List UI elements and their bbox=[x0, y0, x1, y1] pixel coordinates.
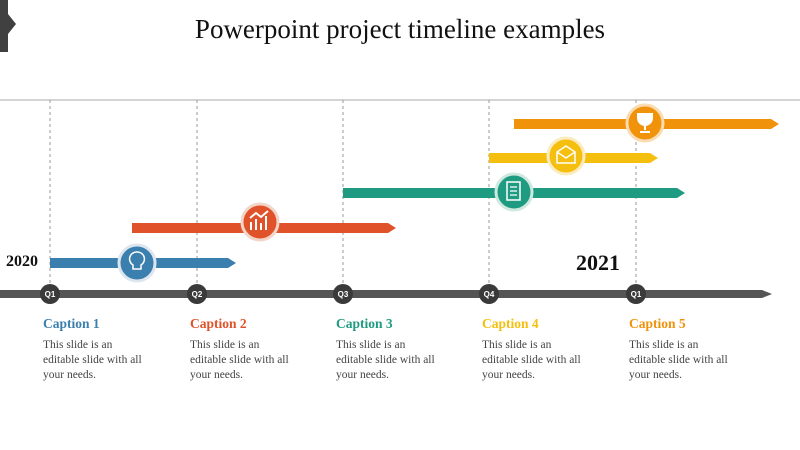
doc-icon bbox=[506, 181, 521, 201]
caption-text: editable slide with all bbox=[629, 354, 728, 366]
caption-title: Caption 4 bbox=[482, 316, 539, 331]
caption-title: Caption 1 bbox=[43, 316, 100, 331]
caption-text: editable slide with all bbox=[482, 354, 581, 366]
quarter-label: Q1 bbox=[631, 290, 642, 299]
quarters: Q1 Q2 Q3 Q4 Q1 bbox=[40, 284, 646, 304]
caption-text: your needs. bbox=[190, 369, 243, 381]
bulb-icon bbox=[128, 251, 146, 270]
quarter-label: Q4 bbox=[484, 290, 495, 299]
trophy-icon bbox=[637, 113, 653, 133]
captions: Caption 1 This slide is an editable slide … bbox=[43, 316, 728, 381]
caption-title: Caption 2 bbox=[190, 316, 247, 331]
quarter-dot bbox=[333, 284, 353, 304]
caption-text: editable slide with all bbox=[190, 354, 289, 366]
corner-marker bbox=[0, 0, 16, 52]
caption-title: Caption 3 bbox=[336, 316, 393, 331]
doc-lines bbox=[510, 186, 517, 196]
quarter-dot bbox=[187, 284, 207, 304]
caption-text: This slide is an bbox=[43, 339, 113, 351]
quarter-dot bbox=[479, 284, 499, 304]
slide-title: Powerpoint project timeline examples bbox=[195, 14, 605, 44]
quarter-label: Q3 bbox=[338, 290, 349, 299]
year-label: 2021 bbox=[576, 250, 620, 275]
icon-circle bbox=[117, 243, 157, 283]
chart-icon bbox=[249, 210, 269, 230]
icons bbox=[117, 103, 665, 283]
caption-text: This slide is an bbox=[482, 339, 552, 351]
caption-text: your needs. bbox=[482, 369, 535, 381]
quarter-label: Q1 bbox=[45, 290, 56, 299]
caption-text: This slide is an bbox=[190, 339, 260, 351]
quarter-label: Q2 bbox=[192, 290, 203, 299]
icon-circle bbox=[546, 136, 586, 176]
mail-icon bbox=[556, 145, 576, 164]
caption-text: your needs. bbox=[43, 369, 96, 381]
icon-circle bbox=[494, 172, 534, 212]
icon-circle bbox=[240, 202, 280, 242]
caption-text: editable slide with all bbox=[336, 354, 435, 366]
caption-text: your needs. bbox=[629, 369, 682, 381]
main-axis bbox=[0, 290, 772, 298]
caption-title: Caption 5 bbox=[629, 316, 686, 331]
caption-text: your needs. bbox=[336, 369, 389, 381]
caption-text: This slide is an bbox=[336, 339, 406, 351]
quarter-dot bbox=[626, 284, 646, 304]
quarter-dot bbox=[40, 284, 60, 304]
year-label: 2020 bbox=[6, 253, 38, 270]
caption-text: editable slide with all bbox=[43, 354, 142, 366]
caption-text: This slide is an bbox=[629, 339, 699, 351]
